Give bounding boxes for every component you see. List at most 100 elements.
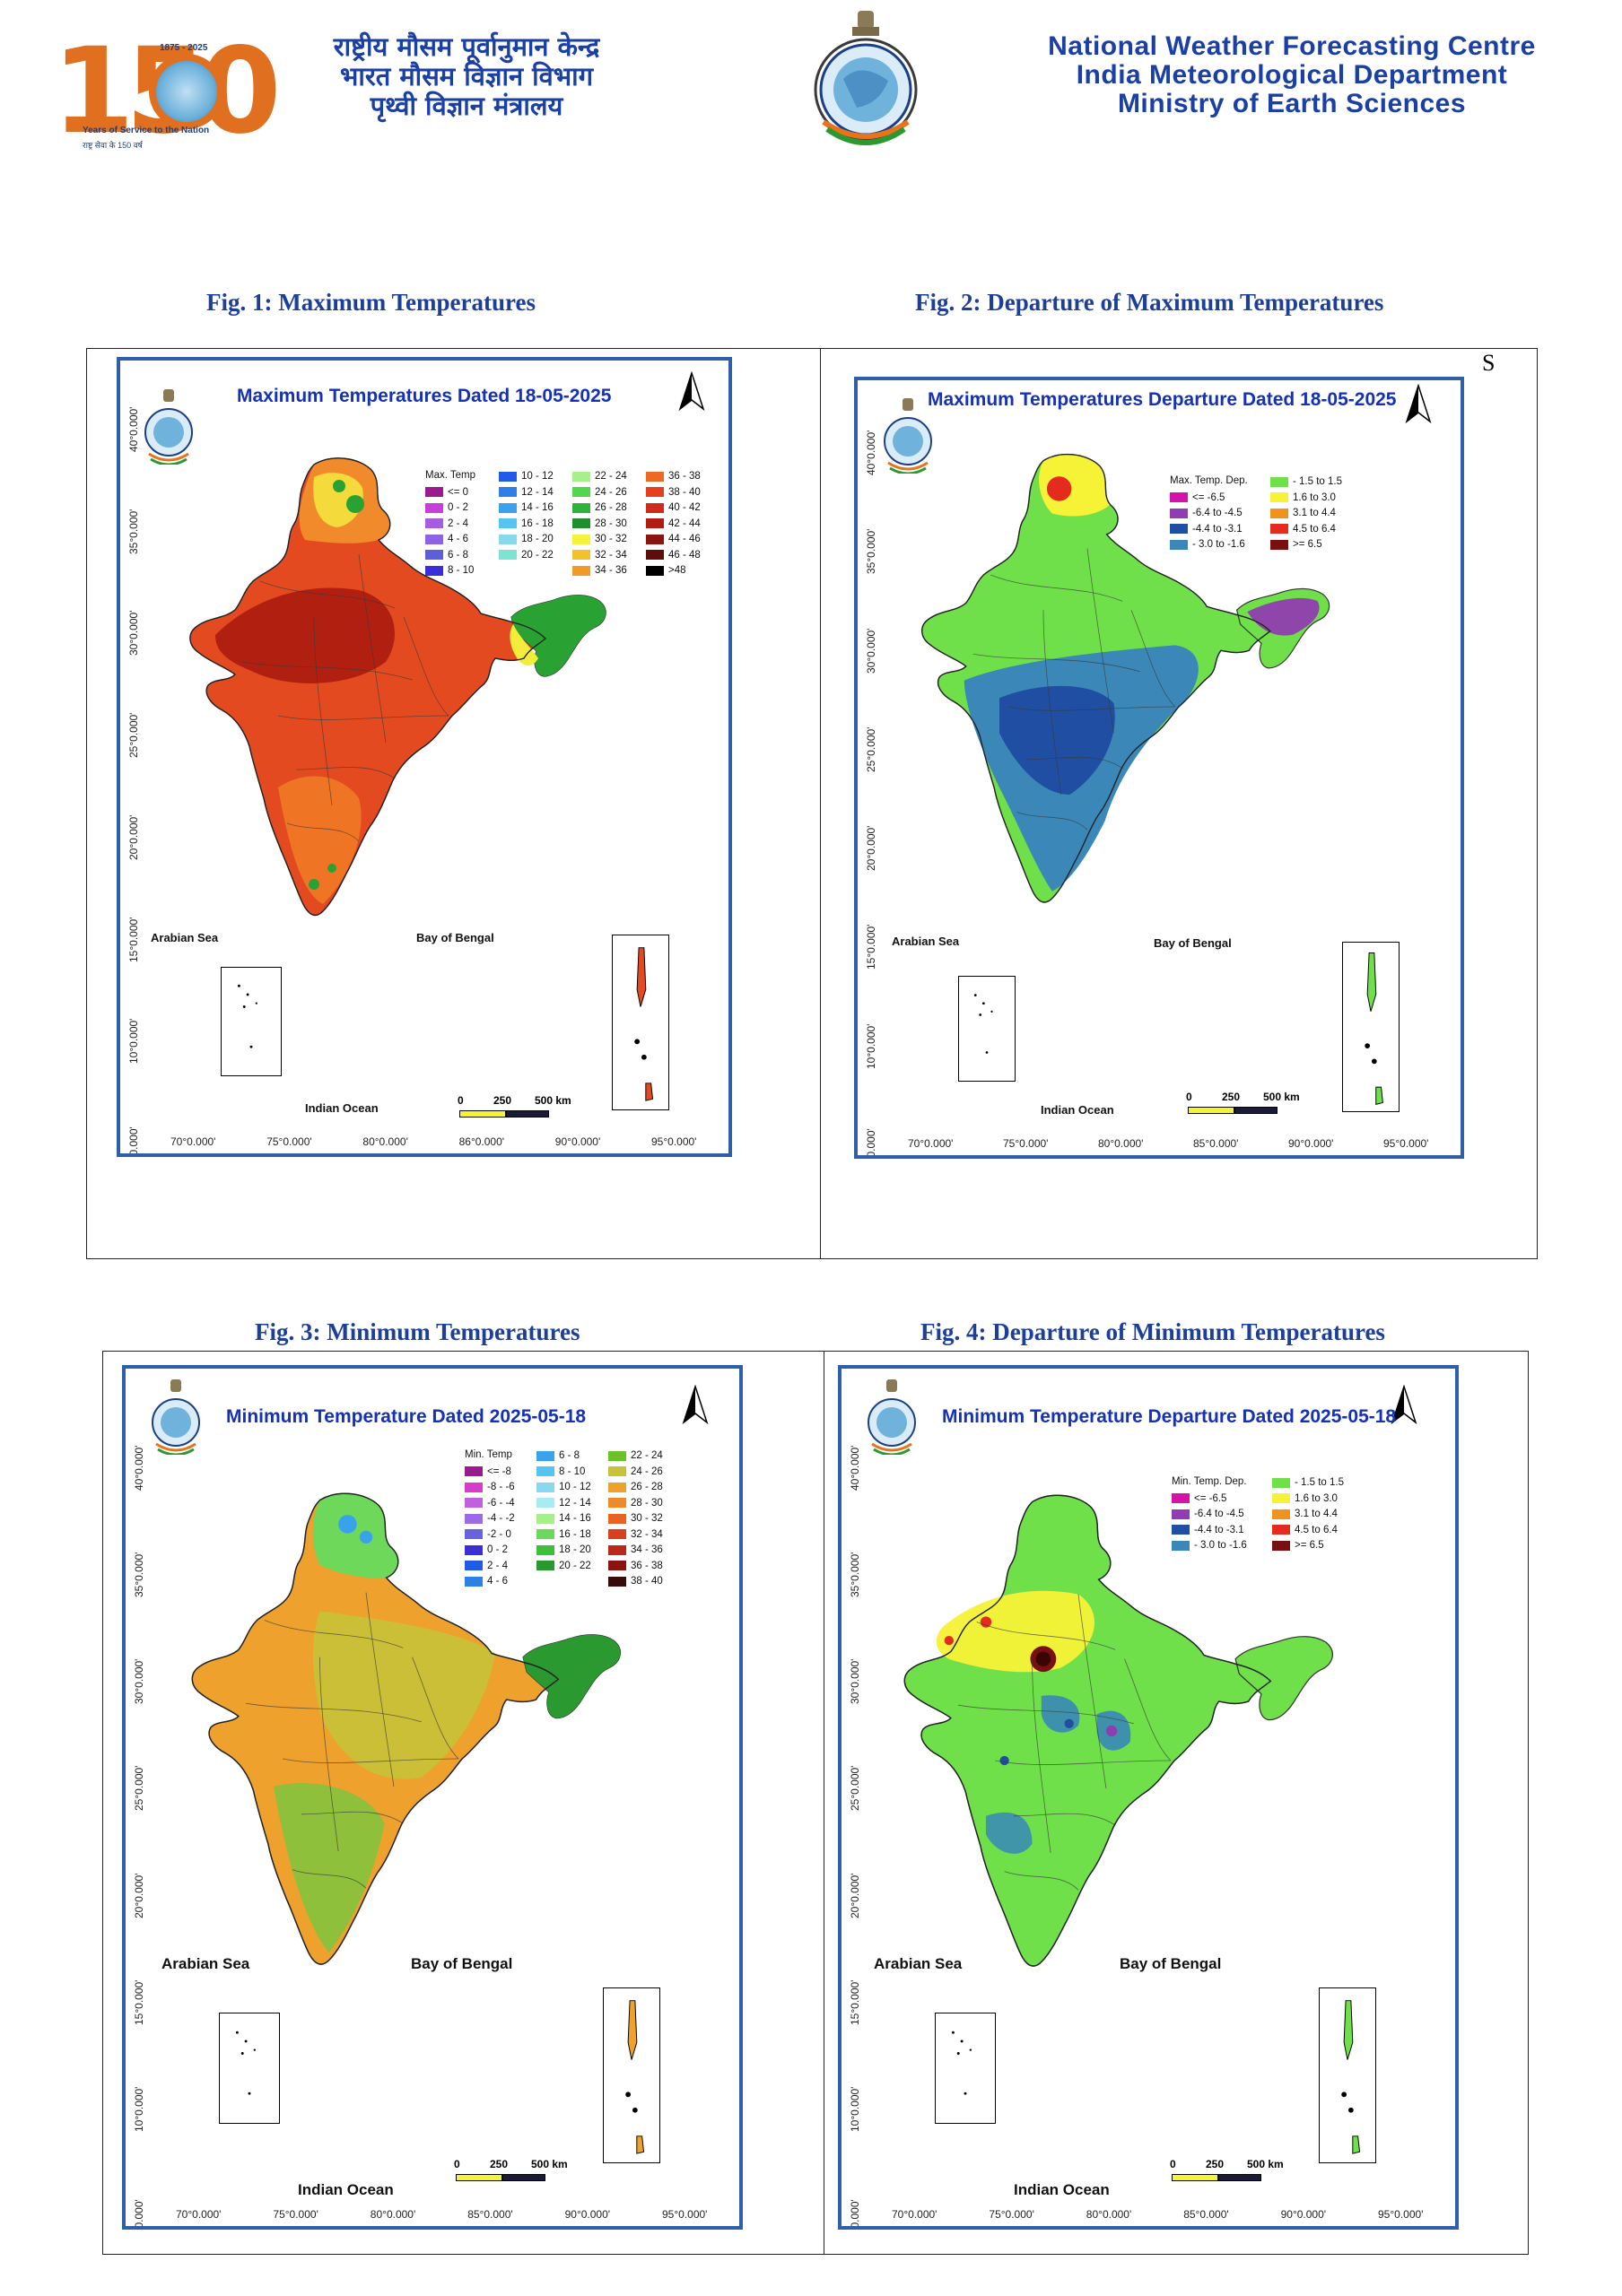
legend-swatch	[499, 550, 517, 560]
legend-label: 0 - 2	[448, 502, 469, 513]
latitude-label: 25°0.000'	[127, 712, 140, 759]
state-boundary	[365, 1592, 395, 1787]
legend-item: 26 - 28	[608, 1481, 663, 1493]
legend-item: - 1.5 to 1.5	[1272, 1476, 1344, 1489]
map-station-blob	[980, 1616, 992, 1628]
legend-swatch	[425, 487, 443, 497]
hindi-line-2: भारत मौसम विज्ञान विभाग	[339, 61, 594, 91]
logo-150-tagline: Years of Service to the Nation	[83, 126, 210, 135]
map-station-blob	[309, 879, 319, 890]
imd-emblem-icon	[884, 398, 932, 474]
scale-bar: 0 250 500 km	[1186, 1091, 1321, 1121]
bottom-figure-table	[102, 1351, 1529, 2255]
fig2-map	[921, 454, 1330, 903]
longitude-label: 70°0.000'	[908, 1137, 954, 1150]
andaman-nicobar-inset	[603, 1987, 660, 2163]
header-english-title: National Weather Forecasting Centre Indi…	[978, 32, 1606, 118]
legend-item: 8 - 10	[425, 564, 474, 577]
legend-item: 38 - 40	[608, 1575, 663, 1587]
latitude-label: 40°0.000'	[127, 406, 140, 452]
legend-label: -4.4 to -3.1	[1194, 1524, 1244, 1535]
fig3-caption: Fig. 3: Minimum Temperatures	[255, 1318, 580, 1345]
legend-swatch	[425, 550, 443, 560]
legend-label: 28 - 30	[631, 1497, 663, 1509]
legend-item: 10 - 12	[536, 1481, 591, 1493]
scale-bar-segment	[506, 1110, 549, 1118]
legend-swatch	[536, 1498, 554, 1508]
latitude-label: 30°0.000'	[127, 610, 140, 657]
legend-swatch	[536, 1450, 554, 1461]
imd-emblem-icon	[814, 11, 918, 145]
map-station-blob	[1064, 1718, 1074, 1728]
legend-item: <= -6.5	[1170, 491, 1225, 504]
map-station-blob	[999, 1755, 1009, 1766]
state-boundary	[286, 822, 360, 842]
map-region	[312, 1611, 496, 1779]
legend-label: 12 - 14	[521, 486, 554, 498]
state-boundary	[283, 1758, 459, 1763]
legend-label: -4 - -2	[487, 1513, 515, 1524]
longitude-label: 95°0.000'	[1383, 1137, 1429, 1150]
legend-item: <= -6.5	[1172, 1492, 1226, 1505]
latitude-label: 40°0.000'	[133, 1445, 145, 1491]
legend-title: Min. Temp. Dep.	[1172, 1476, 1247, 1487]
legend-item: 2 - 4	[465, 1560, 508, 1572]
legend-label: 30 - 32	[595, 534, 627, 544]
legend-label: <= -8	[487, 1465, 511, 1477]
bay-of-bengal-label: Bay of Bengal	[1120, 1955, 1222, 1972]
legend-swatch	[1170, 508, 1188, 518]
legend-item: >= 6.5	[1270, 538, 1322, 551]
legend-label: 44 - 46	[668, 534, 701, 544]
legend-swatch	[572, 565, 590, 576]
fig1-map-title: Maximum Temperatures Dated 18-05-2025	[237, 386, 612, 406]
legend-label: 30 - 32	[631, 1513, 663, 1524]
legend-label: 28 - 30	[595, 517, 627, 529]
legend-label: 8 - 10	[448, 565, 475, 576]
fig1-map	[189, 457, 606, 917]
legend-label: 4 - 6	[448, 534, 469, 544]
scale-bar-segment	[1234, 1107, 1278, 1114]
legend-item: -4.4 to -3.1	[1170, 523, 1243, 535]
fig3-map	[191, 1492, 621, 1965]
legend-item: 0 - 2	[425, 501, 468, 514]
legend-label: -4.4 to -3.1	[1192, 523, 1243, 535]
india-border	[921, 454, 1271, 903]
north-arrow-icon	[1391, 1385, 1417, 1425]
state-boundary	[319, 1657, 339, 1852]
bay-of-bengal-label: Bay of Bengal	[411, 1955, 513, 1972]
longitude-label: 90°0.000'	[564, 2208, 611, 2221]
legend-label: 4 - 6	[487, 1576, 509, 1587]
legend-label: 22 - 24	[595, 471, 627, 482]
legend-swatch	[536, 1466, 554, 1476]
legend-label: 38 - 40	[668, 486, 701, 498]
legend-swatch	[1172, 1509, 1190, 1519]
legend-swatch	[572, 502, 590, 513]
legend-item: 26 - 28	[572, 501, 627, 514]
legend-item: 40 - 42	[646, 501, 701, 514]
legend-item: 42 - 44	[646, 517, 701, 530]
legend-item: 1.6 to 3.0	[1272, 1492, 1338, 1505]
legend-item: 14 - 16	[536, 1512, 591, 1525]
scale-label-0: 0	[458, 1094, 464, 1107]
legend-swatch	[1270, 476, 1288, 487]
indian-ocean-label: Indian Ocean	[305, 1101, 379, 1115]
state-boundary	[313, 616, 333, 806]
legend-item: - 3.0 to -1.6	[1172, 1539, 1247, 1552]
state-boundary	[301, 1811, 404, 1824]
map-region	[511, 595, 606, 676]
legend-swatch	[1172, 1525, 1190, 1535]
legend-swatch	[1270, 539, 1288, 550]
state-boundary	[995, 1760, 1172, 1765]
north-arrow-icon	[678, 371, 705, 412]
legend-item: -6.4 to -4.5	[1170, 507, 1243, 519]
state-boundary	[1004, 1871, 1079, 1891]
latitude-label: 15°0.000'	[133, 1979, 145, 2025]
map-region	[313, 473, 363, 527]
legend-title: Max. Temp. Dep.	[1170, 475, 1248, 486]
legend-swatch	[646, 518, 664, 528]
legend-label: -6.4 to -4.5	[1192, 508, 1243, 518]
legend-swatch	[1272, 1540, 1290, 1551]
state-boundary	[241, 661, 414, 681]
legend-label: 12 - 14	[559, 1497, 591, 1509]
north-arrow-icon	[682, 1385, 709, 1425]
